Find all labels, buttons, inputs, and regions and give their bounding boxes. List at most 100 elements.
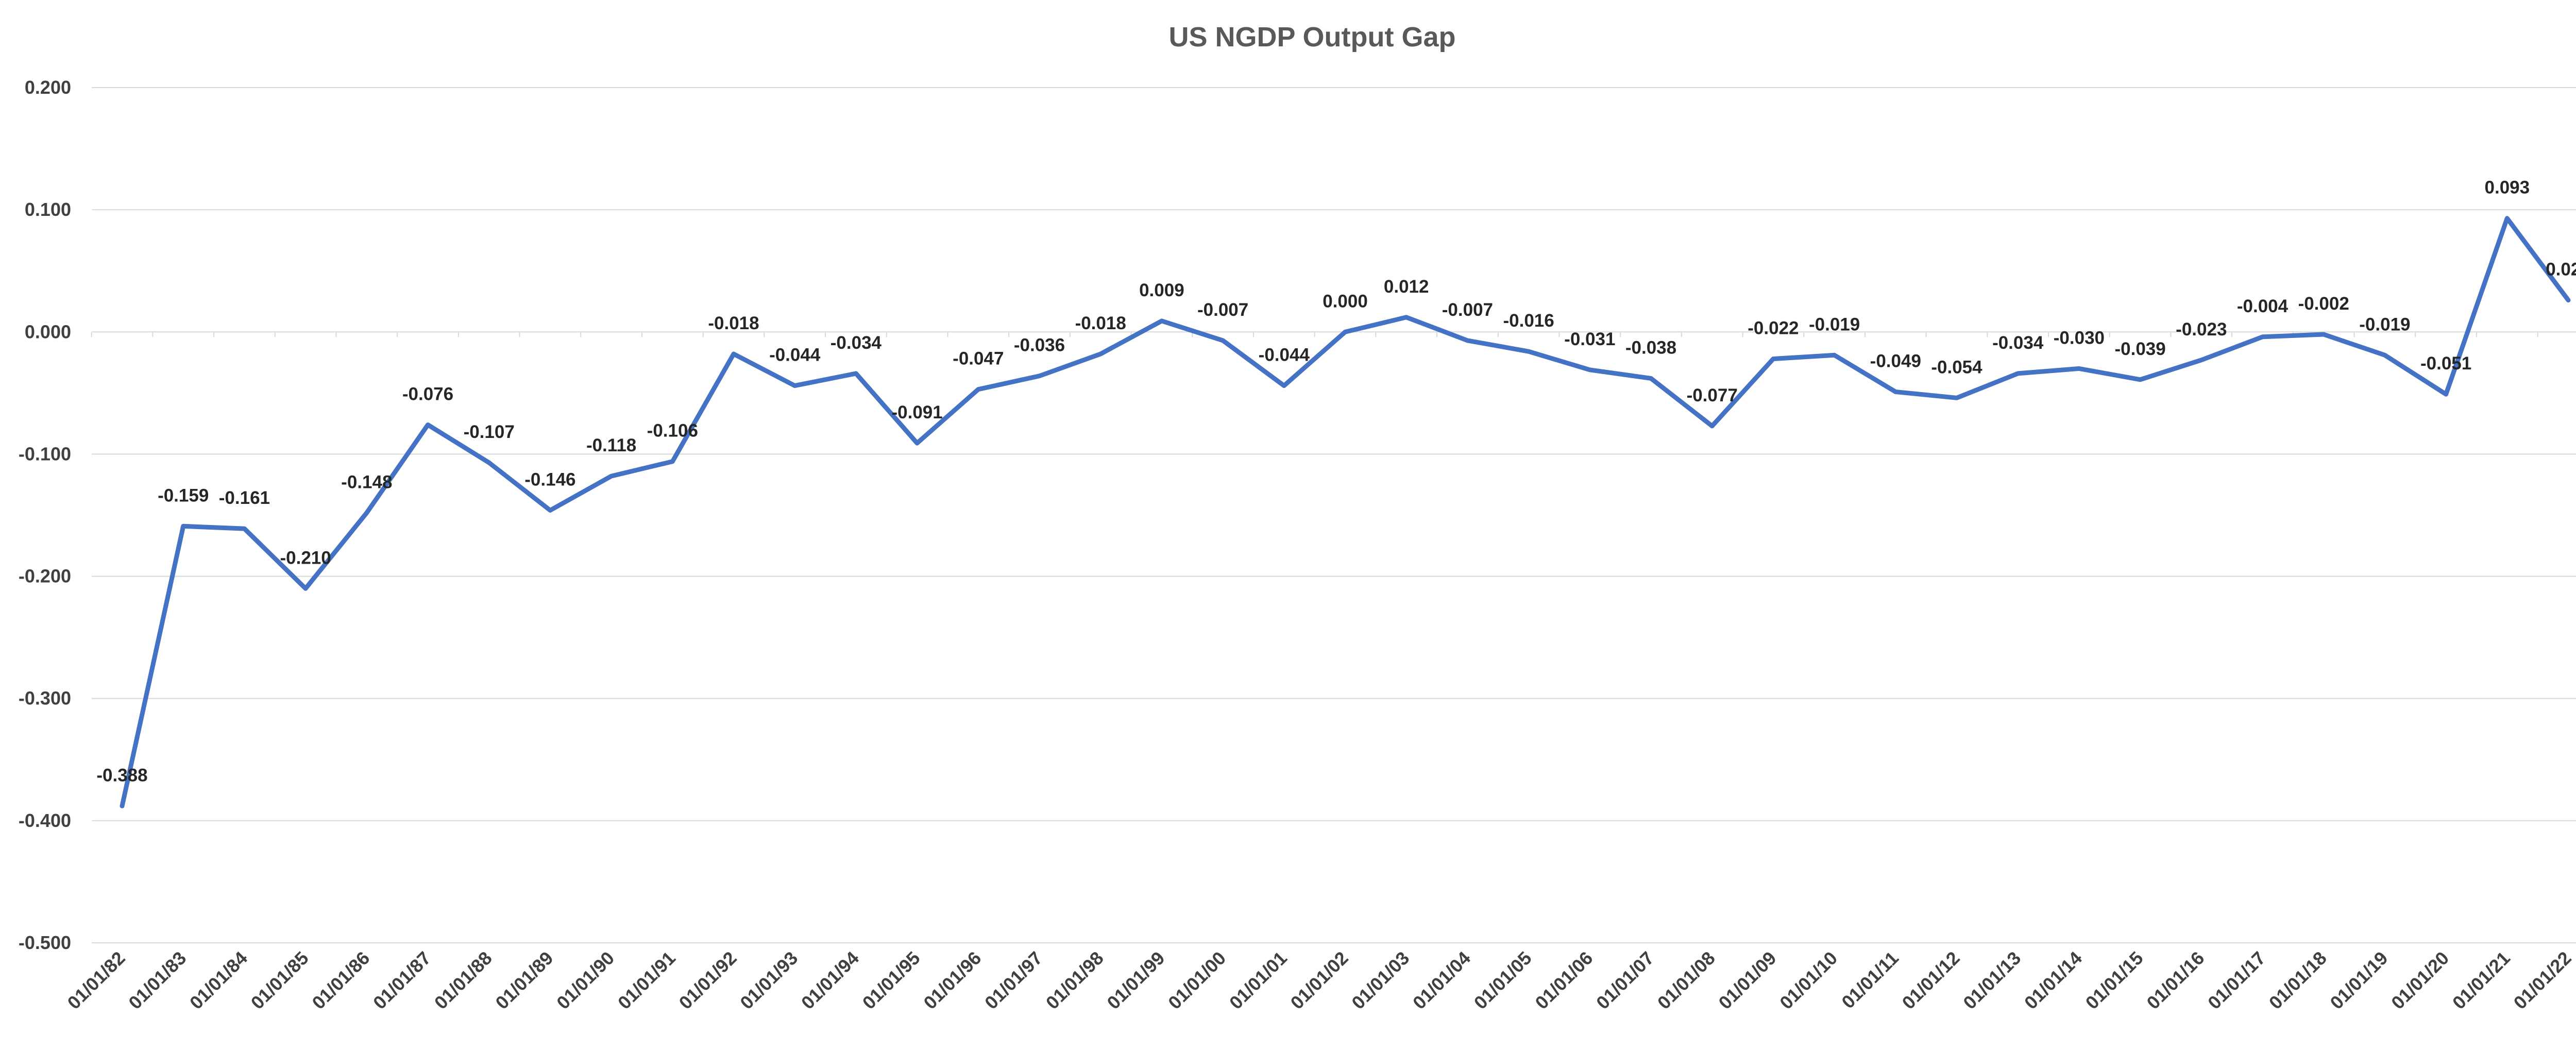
data-label: -0.051 [2420,353,2471,374]
data-label: -0.044 [1259,345,1310,365]
data-label: -0.034 [1992,333,2044,353]
x-tick-label: 01/01/04 [1409,947,1475,1013]
data-point [2015,371,2021,376]
x-tick-label: 01/01/91 [614,947,680,1013]
data-label: -0.018 [1075,313,1126,333]
data-label: -0.018 [708,313,759,333]
x-tick-label: 01/01/98 [1042,947,1108,1013]
data-labels: -0.388 -0.159 -0.161 -0.210 -0.148 -0.076 -0.1… [96,178,2576,786]
y-tick-label: 0.000 [25,321,71,342]
x-tick-label: 01/01/94 [797,947,863,1013]
data-label: -0.038 [1625,337,1676,358]
y-tick-label: -0.500 [19,932,71,953]
data-point [1893,389,1898,394]
y-tick-label: -0.100 [19,443,71,464]
data-point [1526,349,1531,354]
data-point [1221,338,1226,343]
series-plot [120,216,2571,808]
data-point [303,586,308,591]
x-tick-label: 01/01/14 [2020,947,2086,1013]
data-label: -0.049 [1870,351,1921,371]
data-label: -0.016 [1503,311,1554,331]
data-label: -0.054 [1931,357,1982,377]
data-point [609,473,614,479]
y-tick-label: -0.400 [19,810,71,831]
data-label: -0.077 [1687,385,1738,405]
data-label: -0.106 [647,421,698,441]
x-tick-label: 01/01/19 [2326,947,2392,1013]
y-axis: 0.200 0.100 0.000 -0.100 -0.200 -0.300 -0.400 -… [19,77,71,953]
x-tick-label: 01/01/10 [1775,947,1841,1013]
data-point [1281,383,1286,388]
x-tick-label: 01/01/12 [1898,947,1964,1013]
x-tick-label: 01/01/88 [430,947,496,1013]
x-tick-label: 01/01/03 [1347,947,1413,1013]
x-tick-label: 01/01/11 [1837,947,1903,1013]
data-label: -0.004 [2237,296,2289,316]
x-tick-label: 01/01/08 [1653,947,1719,1013]
data-point [1159,318,1164,324]
data-point [2566,298,2571,303]
data-point [2199,358,2204,363]
data-label: -0.036 [1014,335,1065,355]
x-tick-label: 01/01/89 [491,947,557,1013]
x-tick-label: 01/01/93 [736,947,802,1013]
data-point [976,387,981,392]
x-tick-label: 01/01/13 [1959,947,2025,1013]
data-point [364,510,369,515]
data-point [2504,216,2510,221]
data-point [1649,376,1654,381]
series-line [120,216,2571,808]
data-label: -0.210 [280,548,331,568]
data-label: -0.159 [158,485,209,505]
data-point [2321,332,2326,337]
data-point [2076,366,2081,371]
data-label: -0.146 [524,470,575,490]
data-point [1771,356,1776,361]
data-label: -0.161 [219,488,270,508]
data-label: -0.044 [769,345,821,365]
y-tick-label: 0.200 [25,77,71,98]
data-label: -0.107 [464,422,515,442]
data-label: -0.022 [1748,318,1799,338]
data-label: -0.002 [2298,294,2349,314]
x-tick-label: 01/01/82 [63,947,129,1013]
x-tick-label: 01/01/86 [308,947,374,1013]
data-label: -0.118 [586,435,636,455]
data-label: -0.039 [2114,339,2165,359]
x-tick-label: 01/01/87 [369,947,435,1013]
data-label: -0.030 [2054,328,2105,348]
data-point [242,526,247,531]
x-tick-label: 01/01/96 [919,947,985,1013]
data-point [914,441,920,446]
x-tick-label: 01/01/97 [980,947,1046,1013]
data-label: -0.388 [96,765,147,785]
data-point [181,523,186,529]
data-label: -0.019 [2359,314,2410,334]
data-label: 0.012 [1384,277,1429,297]
chart-title: US NGDP Output Gap [1168,22,1455,53]
data-point [486,460,492,465]
data-point [1098,351,1103,357]
x-tick-label: 01/01/92 [675,947,741,1013]
x-tick-label: 01/01/18 [2265,947,2331,1013]
x-axis: 01/01/8201/01/8301/01/8401/01/8501/01/86… [63,947,2575,1013]
data-label: -0.076 [402,384,453,404]
x-tick-label: 01/01/17 [2204,947,2269,1013]
data-point [670,459,675,464]
x-tick-label: 01/01/95 [858,947,924,1013]
data-point [1587,367,1592,372]
data-label: 0.093 [2485,178,2530,198]
data-point [792,383,798,388]
data-point [1709,424,1715,429]
x-tick-label: 01/01/00 [1164,947,1230,1013]
x-tick-label: 01/01/01 [1225,947,1291,1013]
data-label: -0.091 [891,402,942,422]
data-point [1404,315,1409,320]
x-tick-label: 01/01/07 [1592,947,1658,1013]
data-label: -0.148 [341,472,392,492]
data-label: 0.000 [1323,291,1368,311]
data-label: -0.047 [953,349,1004,369]
